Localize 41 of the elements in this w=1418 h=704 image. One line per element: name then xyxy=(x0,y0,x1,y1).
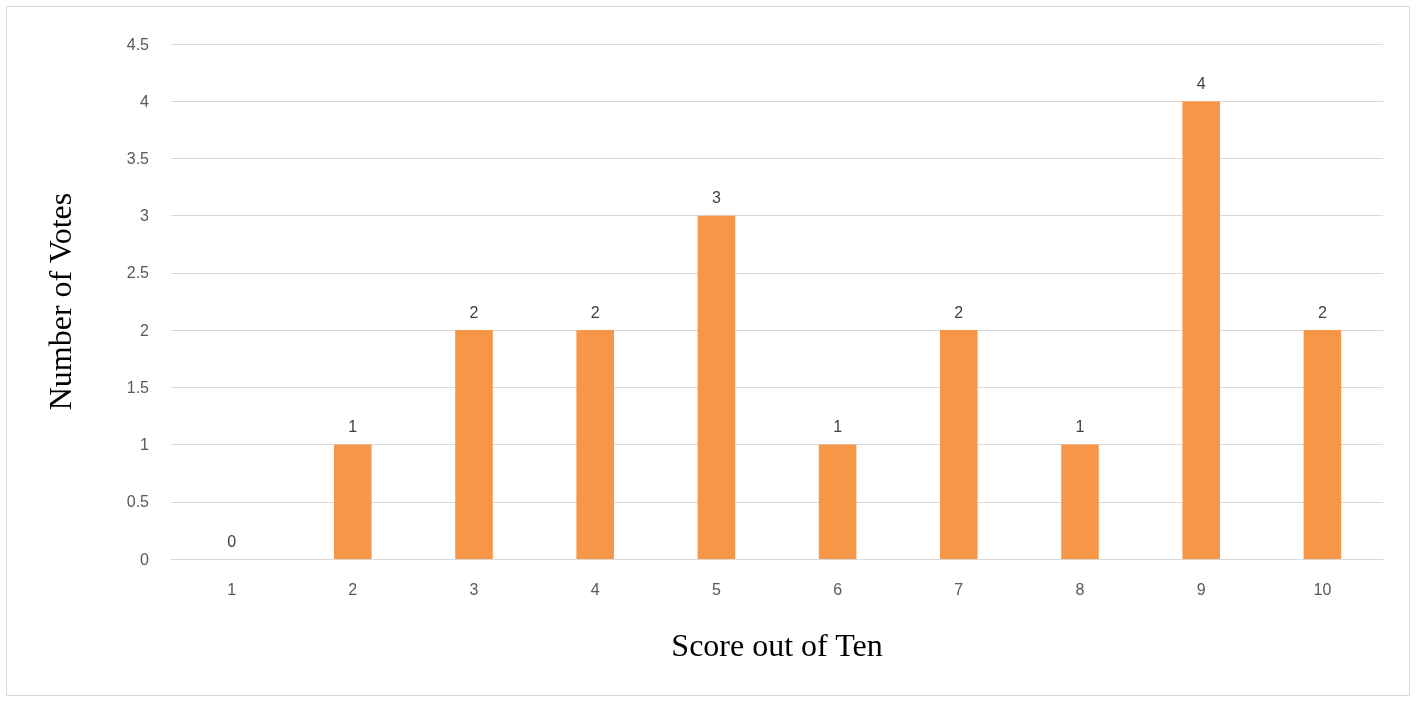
data-label: 4 xyxy=(1196,74,1206,92)
x-tick-label: 2 xyxy=(348,580,358,598)
bar xyxy=(940,330,978,559)
y-tick-label: 2 xyxy=(140,321,150,339)
x-tick-label: 6 xyxy=(833,580,843,598)
data-label: 2 xyxy=(469,303,479,321)
data-label: 1 xyxy=(1075,418,1085,436)
data-label: 1 xyxy=(348,418,358,436)
data-label: 2 xyxy=(590,303,600,321)
bar xyxy=(1303,330,1342,559)
x-tick-label: 4 xyxy=(590,580,600,598)
data-label: 1 xyxy=(833,418,843,436)
x-tick-label: 10 xyxy=(1313,580,1332,598)
x-tick-label: 7 xyxy=(954,580,964,598)
bar xyxy=(697,215,736,559)
y-tick-label: 2.5 xyxy=(126,264,150,282)
bar xyxy=(455,330,493,559)
bar xyxy=(1061,444,1099,559)
x-axis-title: Score out of Ten xyxy=(671,627,883,663)
x-tick-label: 8 xyxy=(1075,580,1085,598)
data-label: 2 xyxy=(954,303,964,321)
y-tick-label: 3.5 xyxy=(126,149,150,167)
x-tick-label: 5 xyxy=(711,580,721,598)
bar xyxy=(334,444,372,559)
data-label: 3 xyxy=(711,189,721,207)
bar xyxy=(1182,101,1220,559)
x-tick-label: 9 xyxy=(1196,580,1206,598)
x-tick-label: 3 xyxy=(469,580,479,598)
data-label: 0 xyxy=(227,532,237,550)
y-tick-label: 0.5 xyxy=(126,493,150,511)
y-tick-label: 1.5 xyxy=(126,378,150,396)
data-label: 2 xyxy=(1317,303,1327,321)
y-tick-label: 0 xyxy=(140,550,150,568)
y-axis-title: Number of Votes xyxy=(42,192,78,411)
bar xyxy=(576,330,614,559)
y-tick-label: 1 xyxy=(140,436,150,454)
y-tick-label: 4.5 xyxy=(126,35,150,53)
bar xyxy=(818,444,857,559)
y-tick-label: 4 xyxy=(140,92,150,110)
x-tick-label: 1 xyxy=(227,580,237,598)
y-tick-label: 3 xyxy=(140,207,150,225)
